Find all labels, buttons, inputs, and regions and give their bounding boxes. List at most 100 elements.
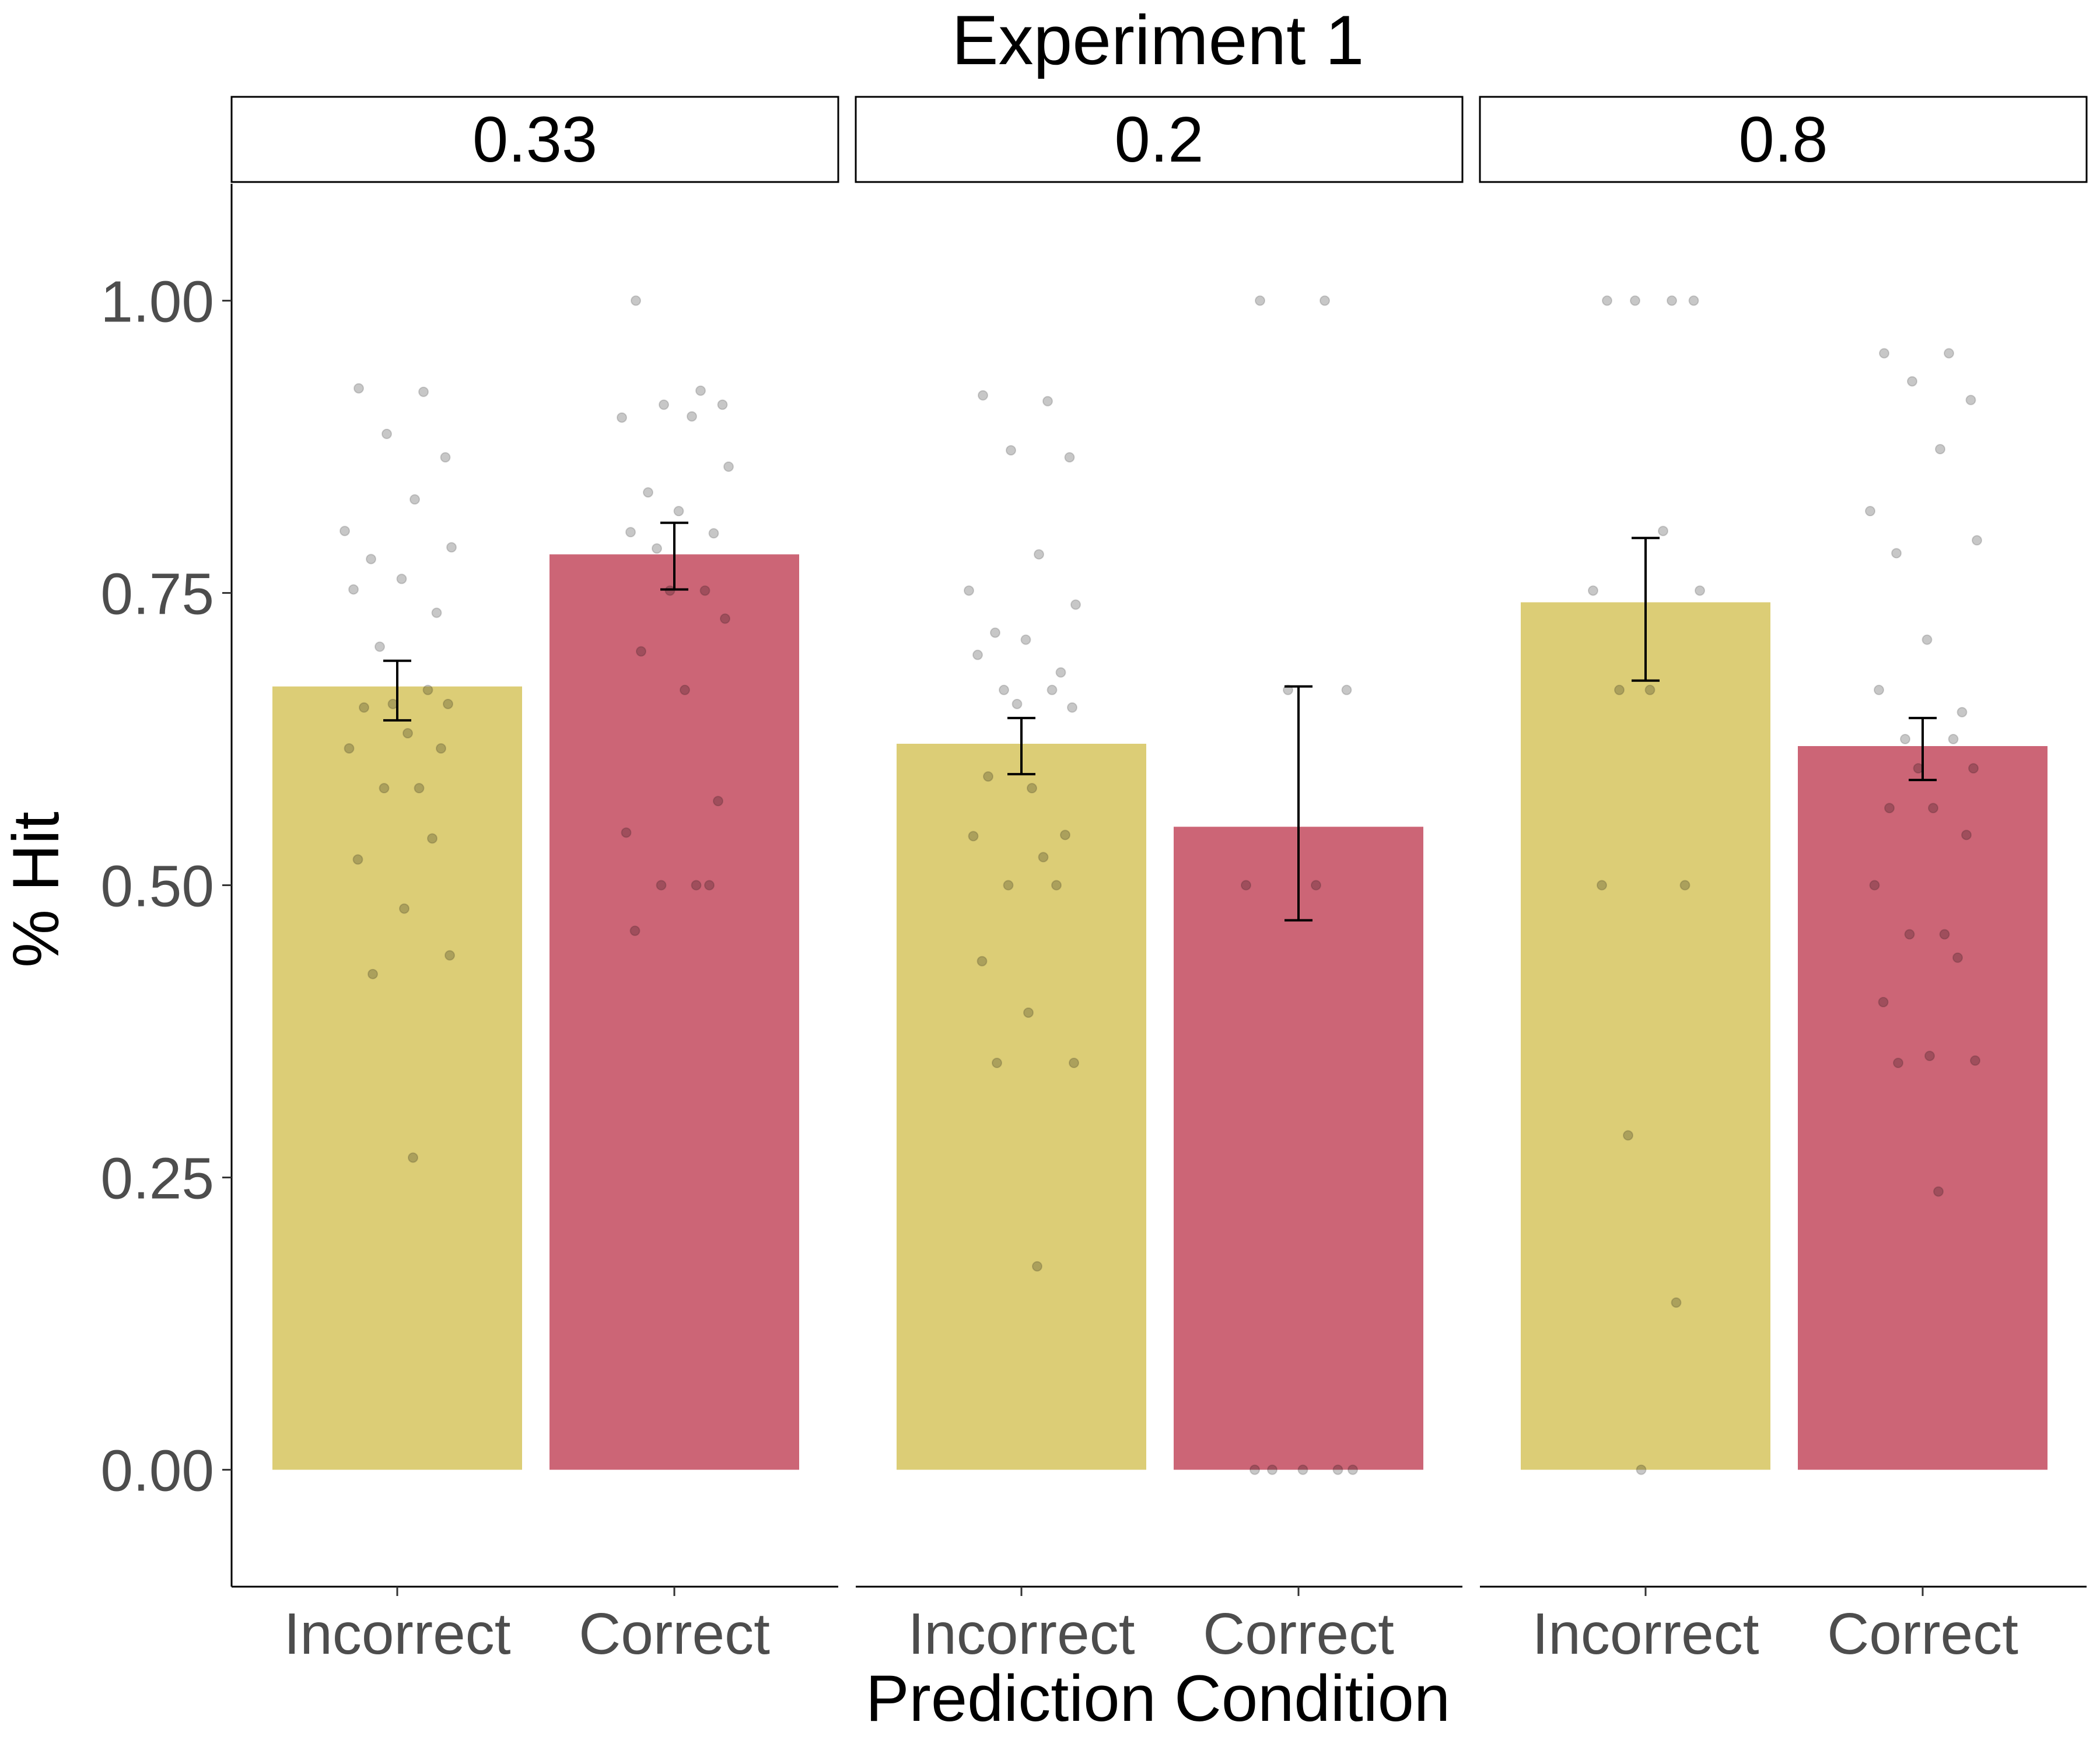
data-point: [1241, 880, 1251, 891]
data-point: [427, 833, 438, 844]
data-point: [1027, 783, 1037, 794]
data-point: [1939, 929, 1950, 940]
error-bar: [1632, 537, 1660, 682]
data-point: [1924, 1051, 1935, 1062]
y-tick-label: 0.75: [100, 561, 214, 626]
data-point: [443, 698, 453, 709]
data-point: [436, 743, 446, 754]
facet-panel-0.2: 0.2 Incorrect Correct: [855, 96, 1464, 1667]
data-point: [631, 295, 641, 306]
facet-strip: [855, 96, 1464, 183]
data-point: [713, 796, 723, 807]
data-point: [617, 412, 627, 423]
data-point: [656, 880, 667, 891]
data-point: [1023, 1007, 1034, 1018]
data-point: [1034, 549, 1044, 560]
y-tick-label: 0.00: [100, 1438, 214, 1504]
data-point: [1032, 1261, 1042, 1272]
chart-title: Experiment 1: [952, 1, 1364, 79]
data-point: [410, 494, 420, 505]
facet-strip-label: 0.2: [1115, 104, 1204, 176]
data-point: [972, 649, 983, 660]
x-tick-label: Incorrect: [1532, 1601, 1759, 1667]
data-point: [440, 452, 451, 463]
data-point: [1972, 535, 1982, 546]
facet-strip: [1479, 96, 2088, 183]
data-point: [621, 827, 632, 838]
data-point: [1038, 852, 1049, 863]
data-point: [964, 585, 974, 596]
data-point: [1928, 803, 1938, 814]
data-point: [720, 613, 730, 624]
data-point: [1006, 444, 1016, 456]
data-point: [399, 903, 410, 914]
data-point: [1060, 830, 1070, 841]
data-point: [625, 527, 636, 538]
data-point: [695, 385, 706, 396]
bar-incorrect: [272, 686, 522, 1470]
data-point: [1644, 684, 1656, 695]
data-point: [1332, 1464, 1343, 1475]
data-point: [1878, 996, 1889, 1007]
data-point: [990, 627, 1000, 638]
data-point: [723, 461, 734, 473]
data-point: [1874, 684, 1884, 695]
data-point: [1067, 702, 1077, 713]
x-tick-label: Incorrect: [284, 1601, 510, 1667]
data-point: [1865, 506, 1875, 517]
y-tick-label: 0.50: [100, 854, 214, 919]
data-point: [444, 950, 455, 961]
data-point: [978, 390, 988, 401]
data-point: [1070, 599, 1081, 610]
data-point: [1046, 684, 1058, 695]
data-point: [643, 487, 653, 498]
bar-incorrect: [1521, 602, 1770, 1470]
bar-incorrect: [897, 743, 1146, 1470]
facet-strip-label: 0.33: [473, 104, 597, 176]
data-point: [704, 880, 715, 891]
error-bar: [1284, 685, 1312, 922]
data-point: [1891, 548, 1902, 559]
data-point: [1012, 698, 1023, 709]
data-point: [1952, 952, 1963, 963]
data-point: [1267, 1464, 1278, 1475]
data-point: [368, 968, 378, 979]
data-point: [1869, 880, 1880, 891]
data-point: [366, 554, 376, 565]
data-point: [1069, 1058, 1079, 1069]
data-point: [1250, 1464, 1260, 1475]
bar-correct: [1798, 746, 2048, 1470]
y-tick-label: 0.25: [100, 1146, 214, 1212]
data-point: [691, 880, 702, 891]
data-point: [340, 526, 350, 537]
facet-panel-0.8: 0.8 Incorrect Correct: [1479, 96, 2088, 1667]
data-point: [1893, 1058, 1903, 1069]
data-point: [1907, 376, 1917, 387]
data-point: [1671, 1297, 1682, 1308]
x-tick-label: Correct: [1203, 1601, 1394, 1667]
data-point: [1020, 634, 1031, 645]
data-point: [1933, 1186, 1944, 1197]
data-point: [1922, 634, 1933, 645]
data-point: [1614, 684, 1625, 695]
data-point: [414, 783, 425, 794]
data-point: [1900, 733, 1910, 744]
data-point: [629, 925, 640, 936]
data-point: [1348, 1464, 1358, 1475]
data-point: [1658, 526, 1668, 537]
data-point: [1968, 763, 1979, 774]
data-point: [983, 771, 993, 782]
data-point: [1042, 396, 1053, 407]
data-point: [1695, 585, 1705, 596]
data-point: [1970, 1055, 1980, 1066]
data-point: [431, 607, 442, 618]
data-point: [1957, 706, 1968, 718]
data-point: [1667, 295, 1677, 306]
data-point: [708, 528, 719, 539]
data-point: [636, 646, 646, 657]
y-axis-title: % Hit: [0, 811, 72, 968]
data-point: [422, 684, 433, 695]
data-point: [374, 641, 385, 652]
data-point: [1602, 295, 1612, 306]
